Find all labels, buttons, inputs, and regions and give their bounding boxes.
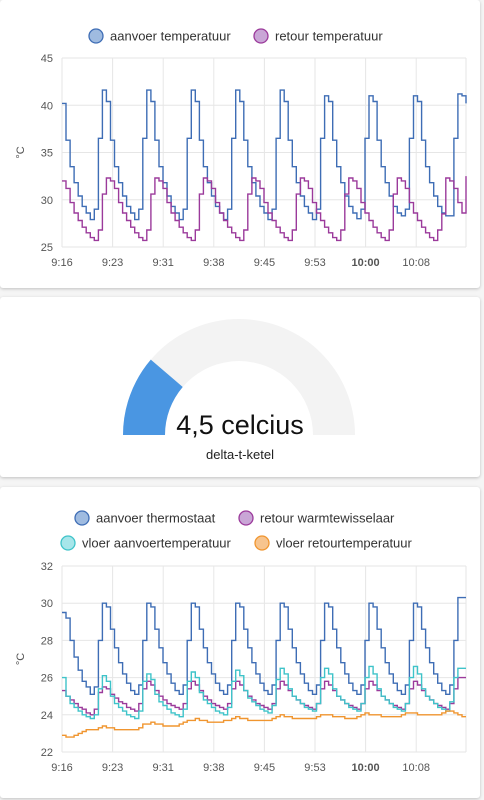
x-tick-label: 9:23 xyxy=(102,257,123,269)
x-tick-label: 10:08 xyxy=(402,257,430,269)
y-tick-label: 24 xyxy=(41,710,53,722)
x-tick-label: 9:31 xyxy=(152,762,173,774)
series-line-retour-warmtewisselaar[interactable] xyxy=(62,676,466,716)
y-tick-label: 30 xyxy=(41,598,53,610)
y-axis-label: °C xyxy=(15,653,27,665)
x-tick-label: 9:38 xyxy=(203,762,224,774)
floor-heating-line-chart: aanvoer thermostaat retour warmtewisselaa… xyxy=(15,510,467,774)
legend-swatch-retour-temperatuur[interactable] xyxy=(253,28,269,44)
legend-label-retour-warmtewisselaar[interactable]: retour warmtewisselaar xyxy=(260,511,395,526)
y-tick-label: 35 xyxy=(41,148,53,160)
delta-t-gauge xyxy=(123,319,355,435)
series-line-retour-temperatuur[interactable] xyxy=(62,176,467,242)
legend-swatch-aanvoer-thermostaat[interactable] xyxy=(74,510,90,526)
gauge-card[interactable]: 4,5 celcius delta-t-ketel xyxy=(0,297,480,477)
y-tick-label: 22 xyxy=(41,747,53,759)
y-tick-label: 28 xyxy=(41,635,53,647)
series-line-vloer-aanvoertemperatuur[interactable] xyxy=(62,665,466,720)
y-tick-label: 30 xyxy=(41,195,53,207)
legend-label-aanvoer-thermostaat[interactable]: aanvoer thermostaat xyxy=(96,511,216,526)
x-tick-label: 9:23 xyxy=(102,762,123,774)
x-tick-label: 9:16 xyxy=(51,257,72,269)
x-tick-label: 10:00 xyxy=(352,762,380,774)
x-tick-label: 9:45 xyxy=(254,762,275,774)
series-line-aanvoer-thermostaat[interactable] xyxy=(62,596,466,695)
series-line-vloer-retourtemperatuur[interactable] xyxy=(62,710,466,738)
y-tick-label: 45 xyxy=(41,53,53,65)
legend-swatch-aanvoer-temperatuur[interactable] xyxy=(88,28,104,44)
series-line-aanvoer-temperatuur[interactable] xyxy=(62,89,467,221)
legend-swatch-vloer-retourtemperatuur[interactable] xyxy=(254,535,270,551)
gauge-track xyxy=(123,319,355,435)
x-tick-label: 9:38 xyxy=(203,257,224,269)
y-axis-label: °C xyxy=(15,146,27,158)
x-tick-label: 9:16 xyxy=(51,762,72,774)
y-tick-label: 26 xyxy=(41,673,53,685)
y-tick-label: 25 xyxy=(41,242,53,254)
gauge-fill xyxy=(123,359,183,435)
legend-label-aanvoer-temperatuur[interactable]: aanvoer temperatuur xyxy=(110,29,231,44)
y-tick-label: 32 xyxy=(41,561,53,573)
gauge-value: 4,5 celcius xyxy=(176,410,304,440)
legend-label-retour-temperatuur[interactable]: retour temperatuur xyxy=(275,29,383,44)
x-tick-label: 9:31 xyxy=(152,257,173,269)
x-tick-label: 9:45 xyxy=(254,257,275,269)
x-tick-label: 9:53 xyxy=(304,762,325,774)
y-tick-label: 40 xyxy=(41,100,53,112)
floor-heating-chart-card: aanvoer thermostaat retour warmtewisselaa… xyxy=(0,487,480,798)
legend-label-vloer-aanvoertemperatuur[interactable]: vloer aanvoertemperatuur xyxy=(82,536,232,551)
legend-swatch-retour-warmtewisselaar[interactable] xyxy=(238,510,254,526)
temperature-chart-card: aanvoer temperatuur retour temperatuur 25 3… xyxy=(0,0,480,288)
x-tick-label: 10:08 xyxy=(402,762,430,774)
x-tick-label: 9:53 xyxy=(304,257,325,269)
legend-swatch-vloer-aanvoertemperatuur[interactable] xyxy=(60,535,76,551)
legend-label-vloer-retourtemperatuur[interactable]: vloer retourtemperatuur xyxy=(276,536,413,551)
temperature-line-chart: aanvoer temperatuur retour temperatuur 25 3… xyxy=(15,28,467,269)
x-tick-label: 10:00 xyxy=(352,257,380,269)
gauge-label: delta-t-ketel xyxy=(206,447,274,462)
